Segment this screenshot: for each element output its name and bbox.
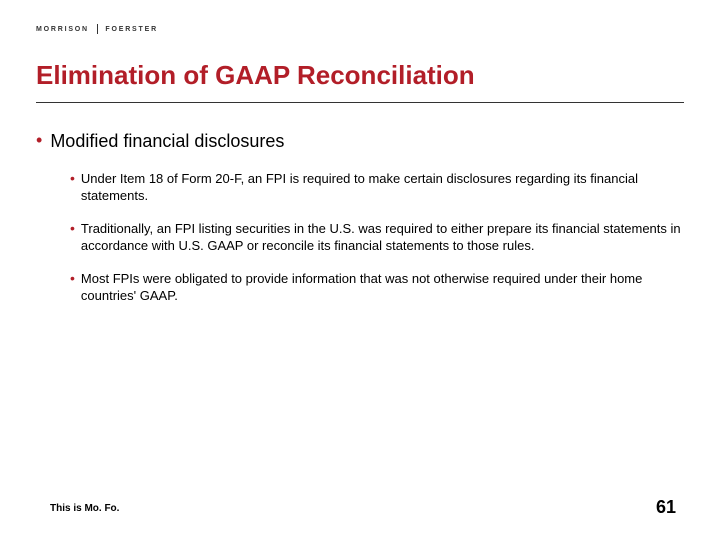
page-title: Elimination of GAAP Reconciliation (36, 60, 684, 91)
footer-tagline: This is Mo. Fo. (50, 503, 119, 514)
slide: MORRISON FOERSTER Elimination of GAAP Re… (0, 0, 720, 540)
bullet-level1: • Modified financial disclosures (36, 130, 684, 152)
logo: MORRISON FOERSTER (36, 24, 158, 34)
bullet-l2-text: Most FPIs were obligated to provide info… (81, 270, 684, 304)
bullet-l2-icon: • (70, 270, 75, 304)
page-number: 61 (656, 497, 676, 518)
bullet-l2-icon: • (70, 170, 75, 204)
title-rule (36, 102, 684, 103)
bullet-l2-text: Under Item 18 of Form 20-F, an FPI is re… (81, 170, 684, 204)
bullet-l1-icon: • (36, 130, 42, 152)
logo-left: MORRISON (36, 26, 89, 33)
logo-right: FOERSTER (105, 26, 158, 33)
sub-bullets: • Under Item 18 of Form 20-F, an FPI is … (70, 170, 684, 304)
logo-divider (97, 24, 98, 34)
bullet-l2-text: Traditionally, an FPI listing securities… (81, 220, 684, 254)
bullet-level2: • Most FPIs were obligated to provide in… (70, 270, 684, 304)
bullet-l1-text: Modified financial disclosures (50, 130, 284, 152)
bullet-l2-icon: • (70, 220, 75, 254)
bullet-level2: • Under Item 18 of Form 20-F, an FPI is … (70, 170, 684, 204)
body: • Modified financial disclosures • Under… (36, 130, 684, 320)
bullet-level2: • Traditionally, an FPI listing securiti… (70, 220, 684, 254)
